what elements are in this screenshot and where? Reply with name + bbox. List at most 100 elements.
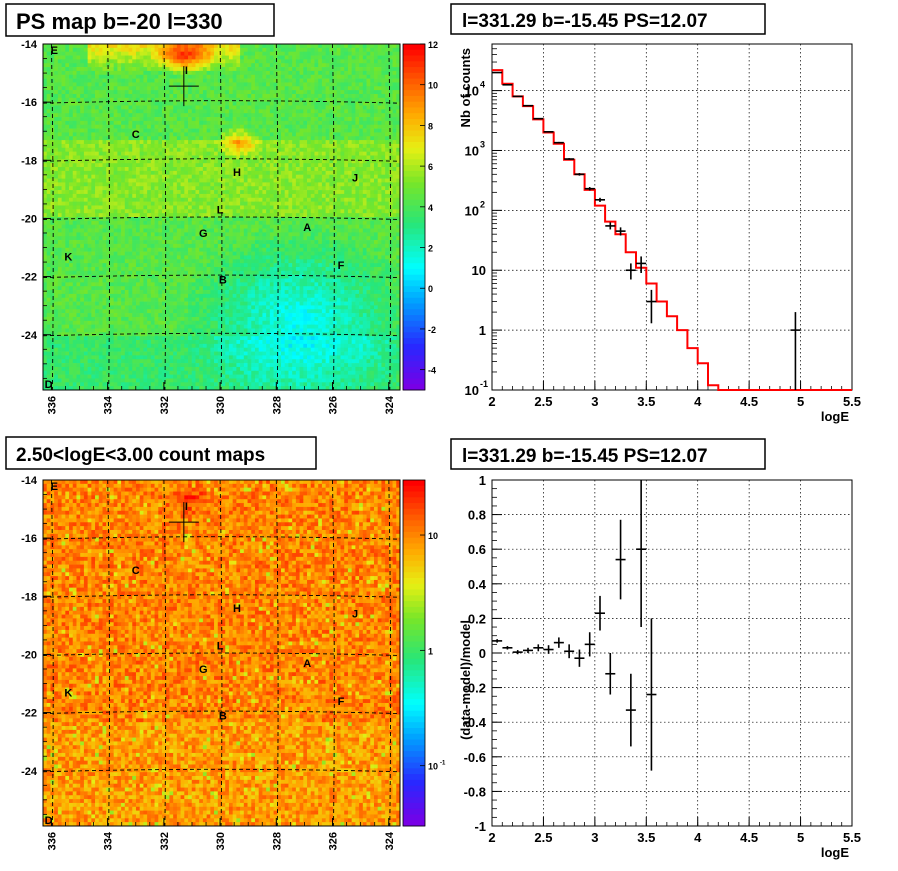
map-pixel <box>351 128 356 133</box>
map-pixel <box>162 190 167 195</box>
map-pixel <box>236 70 241 76</box>
map-pixel <box>210 132 215 137</box>
map-pixel <box>165 143 170 149</box>
map-pixel <box>377 151 382 156</box>
map-pixel <box>284 155 289 160</box>
map-pixel <box>158 163 163 168</box>
map-pixel <box>199 117 204 122</box>
map-pixel <box>135 82 141 87</box>
map-pixel <box>128 143 133 149</box>
map-pixel <box>254 240 260 245</box>
map-pixel <box>128 190 133 195</box>
map-pixel <box>128 70 133 76</box>
map-pixel <box>303 217 308 222</box>
map-pixel <box>162 224 167 229</box>
map-pixel <box>318 232 323 237</box>
map-pixel <box>54 93 59 99</box>
map-pixel <box>299 109 304 114</box>
map-pixel <box>336 90 341 95</box>
map-pixel <box>95 140 100 145</box>
map-pixel <box>124 59 129 64</box>
map-pixel <box>228 47 234 53</box>
map-pixel <box>43 186 48 191</box>
map-pixel <box>210 93 215 99</box>
map-pixel <box>359 193 364 199</box>
map-pixel <box>373 182 379 187</box>
map-pixel <box>355 55 360 60</box>
map-pixel <box>202 101 207 106</box>
map-pixel <box>46 70 51 76</box>
map-pixel <box>251 105 256 110</box>
map-pixel <box>333 90 338 95</box>
map-pixel <box>139 163 144 168</box>
map-pixel <box>139 213 144 218</box>
map-pixel <box>165 182 170 187</box>
map-pixel <box>336 86 341 91</box>
map-pixel <box>121 236 126 241</box>
map-pixel <box>65 232 70 237</box>
map-pixel <box>202 51 207 56</box>
map-pixel <box>392 193 397 199</box>
map-pixel <box>191 151 196 156</box>
map-pixel <box>87 143 92 149</box>
map-pixel <box>135 74 141 79</box>
map-pixel <box>173 143 178 149</box>
map-pixel <box>340 205 345 210</box>
map-pixel <box>377 55 382 60</box>
map-pixel <box>199 97 204 103</box>
map-pixel <box>247 240 252 245</box>
map-pixel <box>46 243 51 249</box>
map-pixel <box>121 213 126 218</box>
map-pixel <box>132 155 137 160</box>
map-pixel <box>254 47 260 53</box>
map-pixel <box>43 128 48 133</box>
map-pixel <box>299 151 304 156</box>
map-pixel <box>303 147 308 152</box>
map-pixel <box>243 140 248 145</box>
map-pixel <box>277 93 282 99</box>
map-pixel <box>124 120 129 126</box>
map-pixel <box>251 155 256 160</box>
map-pixel <box>266 186 271 191</box>
map-pixel <box>370 124 375 129</box>
map-pixel <box>232 228 237 233</box>
map-pixel <box>147 101 152 106</box>
map-pixel <box>258 78 263 83</box>
map-pixel <box>292 232 297 237</box>
map-pixel <box>124 97 129 103</box>
map-pixel <box>143 178 148 183</box>
map-pixel <box>95 163 100 168</box>
map-pixel <box>188 97 193 103</box>
map-pixel <box>54 97 59 103</box>
map-pixel <box>351 67 356 72</box>
map-pixel <box>277 109 282 114</box>
map-pixel <box>377 236 382 241</box>
map-pixel <box>228 178 234 183</box>
map-pixel <box>228 155 234 160</box>
map-pixel <box>113 155 118 160</box>
map-pixel <box>318 59 323 64</box>
map-pixel <box>214 128 219 133</box>
map-pixel <box>102 167 107 172</box>
map-pixel <box>240 201 245 206</box>
map-pixel <box>188 201 193 206</box>
map-pixel <box>54 147 59 152</box>
map-pixel <box>191 143 196 149</box>
map-pixel <box>262 147 267 152</box>
map-pixel <box>359 220 364 226</box>
map-pixel <box>344 217 349 222</box>
map-pixel <box>69 120 74 126</box>
map-pixel <box>262 105 267 110</box>
map-pixel <box>366 140 371 145</box>
map-pixel <box>191 205 196 210</box>
map-pixel <box>87 59 92 64</box>
map-pixel <box>329 113 334 118</box>
map-pixel <box>135 147 141 152</box>
map-pixel <box>69 197 74 202</box>
map-pixel <box>344 240 349 245</box>
map-pixel <box>228 167 234 172</box>
map-pixel <box>147 155 152 160</box>
map-pixel <box>158 140 163 145</box>
map-pixel <box>340 63 345 68</box>
map-pixel <box>262 67 267 72</box>
